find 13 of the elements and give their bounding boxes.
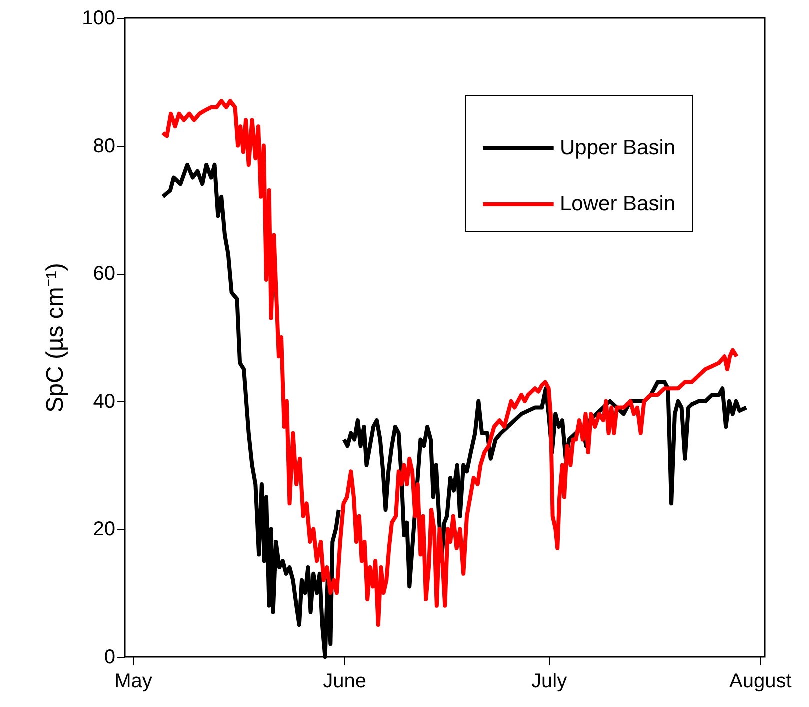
y-axis-title: SpC (µs cm⁻¹) [42,263,70,413]
y-tick-label: 0 [104,646,116,668]
y-tick-label: 100 [82,8,116,30]
y-tick-label: 60 [93,263,116,286]
y-tick-label: 80 [93,135,116,158]
y-tick-label: 40 [93,390,116,413]
x-tick-label: July [532,670,568,692]
x-tick-label: May [114,670,152,692]
x-tick-label: August [730,670,792,692]
legend-label: Upper Basin [560,136,676,160]
x-tick-label: June [323,670,366,692]
y-tick-label: 20 [93,518,116,541]
legend-label: Lower Basin [560,192,676,216]
